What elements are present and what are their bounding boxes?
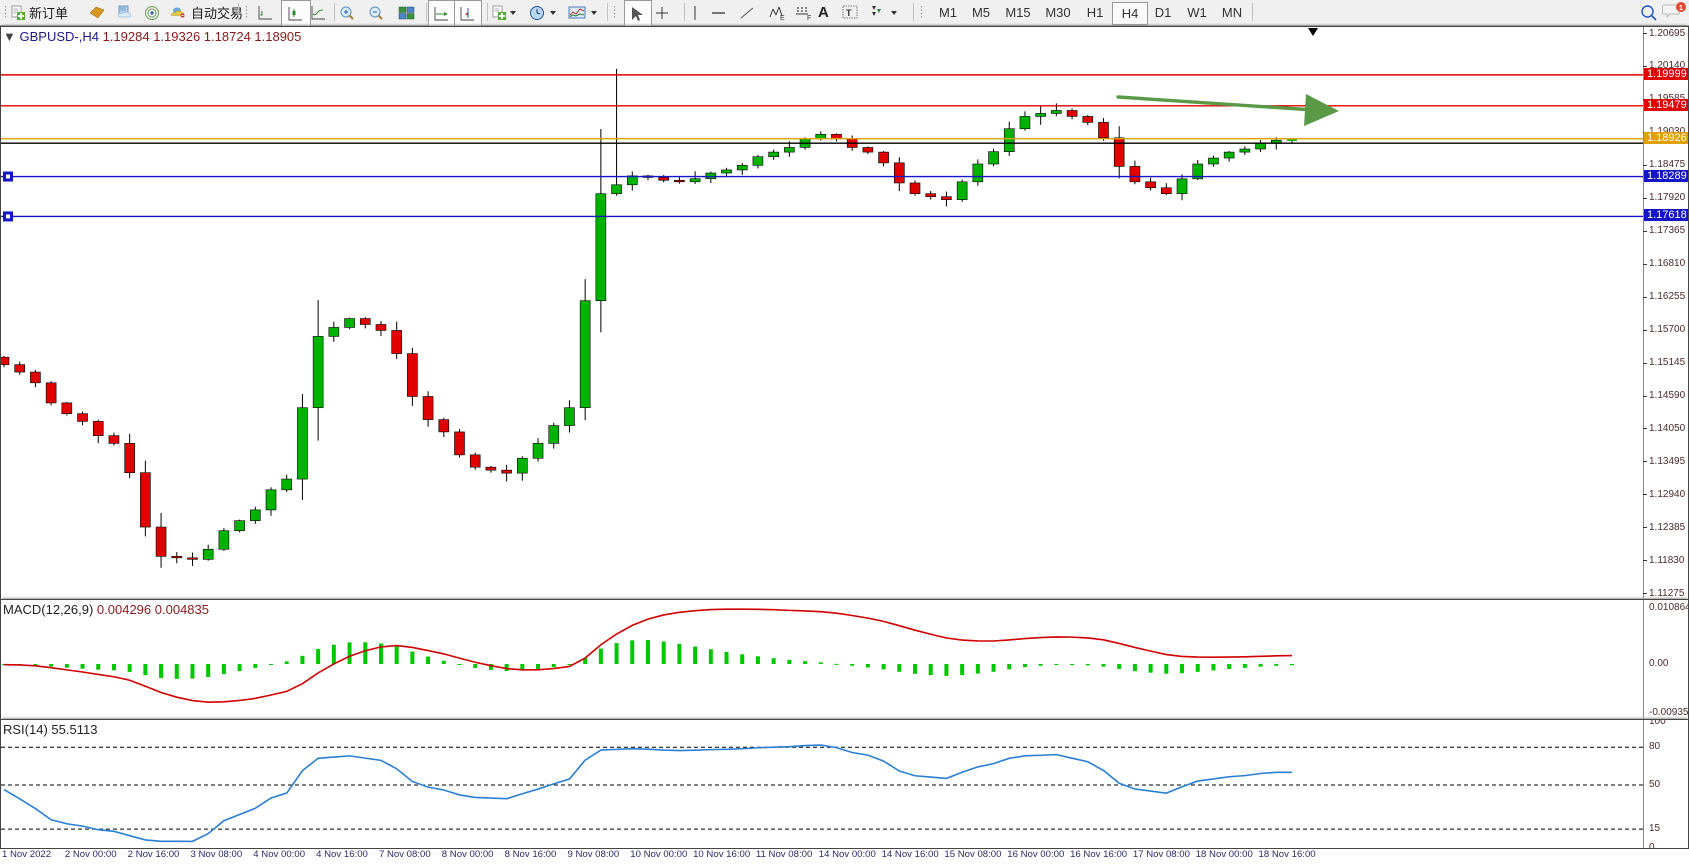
svg-text:1: 1 [1679,4,1683,11]
svg-text:F: F [807,15,811,21]
svg-text:T: T [846,8,852,18]
svg-text:E: E [780,15,785,21]
